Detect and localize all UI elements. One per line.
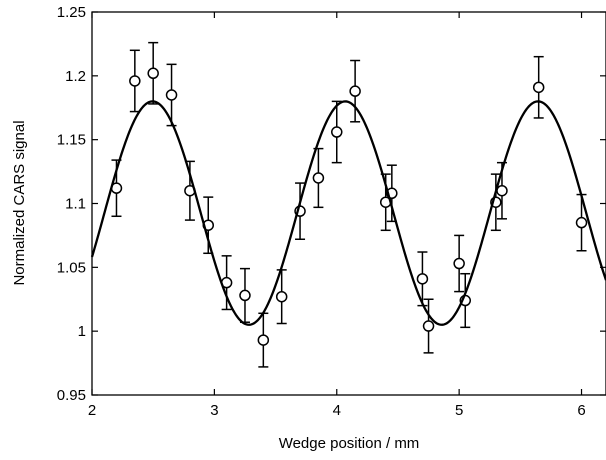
data-point: [532, 55, 545, 119]
data-point: [386, 164, 398, 223]
point-marker: [422, 320, 435, 332]
y-tick-label: 1.25: [57, 4, 86, 21]
x-tick-labels: 2 3 4 5 6: [88, 402, 586, 419]
x-tick-label: 2: [88, 402, 96, 419]
point-marker: [532, 81, 545, 94]
plot-frame: [91, 11, 606, 396]
y-axis-label: Normalized CARS signal: [11, 120, 28, 285]
data-point: [220, 255, 233, 311]
data-point: [496, 161, 508, 220]
data-point: [459, 272, 472, 329]
x-tick-label: 4: [333, 402, 341, 419]
data-point: [165, 63, 178, 127]
data-point: [331, 100, 343, 164]
point-marker: [575, 216, 588, 229]
data-point: [453, 234, 465, 293]
data-point: [312, 147, 325, 209]
y-tick-label: 1.15: [57, 132, 86, 149]
x-tick-label: 5: [455, 402, 463, 419]
data-point: [349, 59, 361, 123]
point-marker: [257, 334, 270, 346]
x-axis-label: Wedge position / mm: [279, 435, 420, 452]
point-marker: [349, 85, 361, 97]
point-marker: [416, 273, 429, 285]
point-marker: [496, 184, 508, 197]
y-tick-label: 1.2: [65, 68, 86, 85]
y-tick-labels: 0.95 1 1.05 1.1 1.15 1.2 1.25: [57, 4, 86, 404]
data-point: [110, 159, 123, 218]
point-marker: [202, 219, 215, 231]
data-point: [129, 49, 141, 113]
y-tick-label: 1: [78, 323, 86, 340]
data-point: [147, 41, 159, 105]
data-point: [575, 193, 588, 252]
data-point: [275, 269, 288, 325]
fit-curve: [90, 100, 606, 326]
data-point: [416, 251, 429, 307]
point-marker: [129, 75, 141, 87]
point-marker: [331, 126, 343, 138]
point-marker: [110, 182, 123, 194]
point-marker: [239, 289, 251, 302]
y-tick-label: 1.1: [65, 196, 86, 213]
y-tick-label: 0.95: [57, 387, 86, 404]
data-point: [184, 160, 196, 221]
point-marker: [184, 184, 196, 197]
x-tick-label: 3: [210, 402, 218, 419]
point-marker: [386, 187, 398, 200]
y-tick-label: 1.05: [57, 259, 86, 276]
tick-marks: [91, 11, 606, 396]
data-point: [257, 312, 270, 368]
point-marker: [275, 290, 288, 303]
x-tick-label: 6: [577, 402, 585, 419]
data-point: [294, 182, 306, 240]
point-marker: [490, 196, 502, 208]
point-marker: [453, 257, 465, 270]
data-points: [110, 41, 588, 368]
point-marker: [294, 205, 306, 217]
point-marker: [147, 67, 159, 80]
data-point: [490, 173, 502, 232]
point-marker: [220, 276, 233, 289]
point-marker: [459, 294, 472, 307]
point-marker: [165, 89, 178, 101]
data-point: [239, 267, 251, 323]
point-marker: [379, 196, 392, 208]
data-point: [202, 196, 215, 255]
point-marker: [312, 172, 325, 184]
data-point: [422, 298, 435, 354]
data-point: [379, 173, 392, 232]
